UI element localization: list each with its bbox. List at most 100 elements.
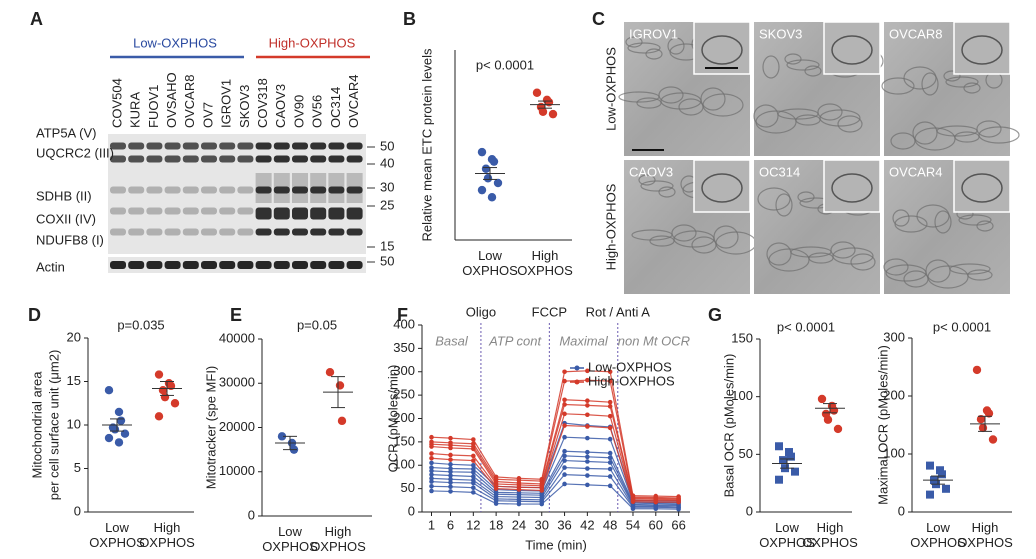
y-tick-label: 20000 xyxy=(219,419,255,434)
band xyxy=(292,228,308,236)
band xyxy=(146,142,163,150)
x-tick-label-box: High OXPHOS xyxy=(957,520,1013,550)
panel-letter: C xyxy=(592,9,605,29)
organelle xyxy=(912,121,938,145)
point xyxy=(984,409,994,418)
panel-letter: E xyxy=(230,305,242,325)
series-line xyxy=(431,473,679,509)
point xyxy=(926,490,934,499)
point xyxy=(493,486,499,491)
inset xyxy=(693,159,751,213)
organelle xyxy=(691,236,717,254)
band xyxy=(182,207,199,215)
band xyxy=(237,261,254,269)
point xyxy=(471,453,476,459)
point xyxy=(471,466,476,472)
cell-line-label: OV56 xyxy=(310,95,325,128)
point xyxy=(607,399,613,405)
cell-line-label: OVCAR4 xyxy=(346,75,361,128)
point xyxy=(539,488,545,493)
band xyxy=(110,228,126,236)
panel-letter: D xyxy=(28,305,41,325)
organelle xyxy=(819,109,861,127)
point xyxy=(154,370,164,379)
band xyxy=(237,228,254,236)
point xyxy=(471,469,476,475)
band xyxy=(146,228,163,236)
cell-line-label: OV7 xyxy=(200,102,215,128)
point xyxy=(538,107,548,116)
y-axis-label: Basal OCR (pMoles/min) xyxy=(721,354,736,498)
band xyxy=(346,207,363,220)
y-axis-label: Maximal OCR (pMoles/min) xyxy=(875,345,890,505)
organelle xyxy=(894,215,928,233)
point xyxy=(448,457,453,462)
point xyxy=(429,465,434,470)
point xyxy=(585,435,590,441)
organelle xyxy=(945,76,979,88)
band xyxy=(128,186,145,194)
point xyxy=(787,452,795,461)
x-tick-label-box: Low OXPHOS xyxy=(910,520,966,550)
point xyxy=(775,475,783,484)
point xyxy=(448,476,453,482)
point xyxy=(779,456,787,465)
band xyxy=(146,207,163,215)
point xyxy=(337,416,347,426)
band xyxy=(328,228,345,236)
organelle xyxy=(627,42,661,54)
x-tick-label: 60 xyxy=(649,517,663,532)
band xyxy=(164,186,181,194)
y-tick-label: 40000 xyxy=(219,330,255,345)
band xyxy=(146,261,163,269)
point xyxy=(448,480,453,485)
inset xyxy=(823,21,881,75)
band xyxy=(273,173,290,203)
point xyxy=(607,425,613,431)
panel-letter: G xyxy=(708,305,722,325)
band xyxy=(346,261,363,269)
point xyxy=(471,474,476,479)
point xyxy=(114,407,124,417)
band xyxy=(346,173,363,203)
series-line xyxy=(431,424,679,503)
point xyxy=(335,381,345,390)
protein-label: NDUFB8 (I) xyxy=(36,232,104,247)
x-tick-label: 66 xyxy=(671,517,685,532)
organelle xyxy=(892,209,910,227)
point xyxy=(448,445,453,451)
cell-line-label: COV318 xyxy=(255,78,270,128)
point xyxy=(585,454,590,460)
organelle xyxy=(976,220,994,232)
point xyxy=(775,442,783,451)
organelle xyxy=(667,37,685,55)
x-tick-label: 54 xyxy=(626,517,640,532)
point xyxy=(785,448,793,457)
y-tick-label: 15 xyxy=(67,373,81,388)
x-tick-label: 48 xyxy=(603,517,617,532)
organelle xyxy=(830,241,856,259)
organelle xyxy=(753,104,779,128)
point xyxy=(585,412,590,418)
legend-marker xyxy=(574,365,580,371)
point xyxy=(585,398,590,404)
series-line xyxy=(431,403,679,501)
phase-label: ATP cont xyxy=(488,333,542,348)
y-tick-label: 100 xyxy=(883,445,905,460)
organelle xyxy=(978,126,1020,144)
row-label: High-OXPHOS xyxy=(603,183,618,270)
point xyxy=(562,458,567,463)
organelle xyxy=(631,229,673,241)
x-tick-label: Low OXPHOS xyxy=(462,248,518,278)
y-tick-label: 5 xyxy=(74,460,81,475)
phase-label: Maximal xyxy=(559,333,609,348)
point xyxy=(539,501,545,507)
point xyxy=(471,458,476,463)
x-tick-label: 42 xyxy=(580,517,594,532)
band xyxy=(182,228,199,236)
point xyxy=(429,472,434,477)
cell-line-label: FUOV1 xyxy=(146,85,161,128)
protein-label: Actin xyxy=(36,259,65,274)
point xyxy=(562,423,567,428)
band xyxy=(310,186,327,194)
